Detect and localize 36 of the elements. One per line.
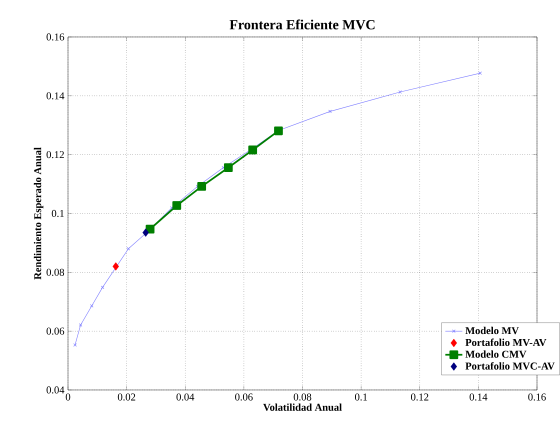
point — [172, 201, 182, 210]
point — [224, 163, 233, 172]
y-axis-title: Rendimiento Esperado Anual — [34, 147, 44, 280]
y-tick-label: 0.06 — [46, 328, 64, 335]
legend-label: Portafolio MV-AV — [465, 338, 546, 346]
legend-label: Portafolio MVC-AV — [465, 362, 555, 370]
point — [90, 304, 94, 308]
x-tick-label: 0.04 — [176, 394, 194, 401]
point — [126, 247, 130, 250]
x-tick-label: 0 — [66, 394, 70, 401]
point — [112, 262, 119, 271]
x-tick-label: 0.08 — [294, 394, 312, 401]
point — [248, 146, 258, 154]
y-tick-label: 0.1 — [52, 210, 64, 218]
x-tick-label: 0.16 — [528, 394, 546, 401]
legend-label: Modelo CMV — [465, 350, 526, 358]
y-tick-label: 0.14 — [46, 92, 64, 100]
point — [398, 90, 402, 94]
legend-label: Modelo MV — [465, 326, 519, 334]
y-tick-label: 0.16 — [46, 33, 64, 41]
point — [197, 182, 206, 191]
point — [146, 224, 154, 234]
point — [142, 228, 149, 237]
y-tick-label: 0.08 — [46, 268, 64, 276]
point — [78, 323, 82, 327]
x-tick-label: 0.02 — [118, 394, 136, 401]
x-tick-label: 0.06 — [235, 394, 253, 401]
point — [274, 126, 283, 136]
x-tick-label: 0.14 — [470, 394, 488, 401]
point — [100, 286, 104, 290]
chart-title: Frontera Eficiente MVC — [230, 19, 375, 30]
y-tick-label: 0.12 — [46, 151, 64, 158]
x-axis-title: Volatilidad Anual — [263, 403, 342, 411]
y-tick-label: 0.04 — [46, 386, 64, 394]
x-tick-label: 0.12 — [410, 394, 428, 401]
x-tick-label: 0.1 — [354, 394, 368, 401]
